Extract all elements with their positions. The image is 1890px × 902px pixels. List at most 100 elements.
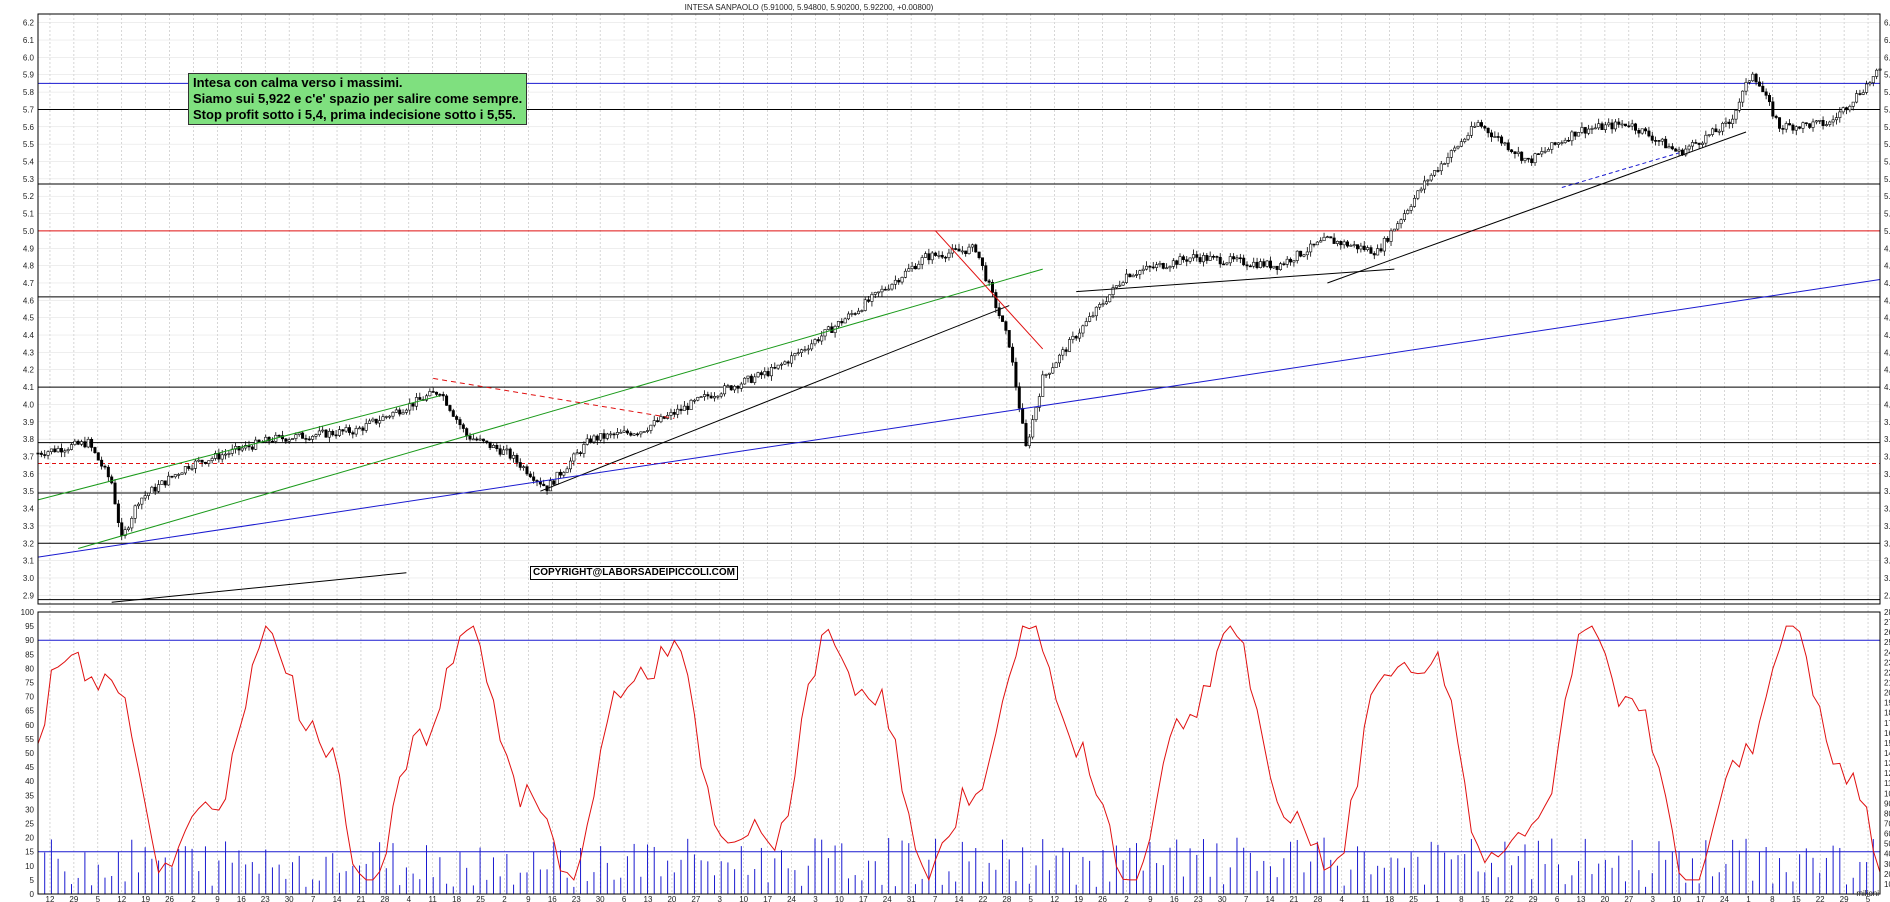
candle-body — [796, 352, 800, 354]
candle-body — [575, 452, 579, 455]
candle-body — [1011, 346, 1015, 363]
osc-y-tick-right: 19000 — [1884, 699, 1890, 708]
x-day-tick-label: 2 — [502, 895, 507, 902]
x-day-tick-label: 22 — [1816, 895, 1825, 902]
candle-body — [548, 480, 552, 492]
candle-body — [1734, 109, 1738, 120]
candle-body — [646, 430, 650, 432]
osc-y-tick-left: 10 — [25, 862, 34, 871]
candle-body — [270, 440, 274, 443]
candle-body — [1342, 241, 1346, 246]
x-day-tick-label: 9 — [526, 895, 531, 902]
candle-body — [368, 420, 372, 424]
candle-body — [324, 429, 328, 438]
candle-body — [488, 441, 492, 448]
price-y-tick-left: 4.9 — [23, 244, 35, 253]
candle-body — [1851, 101, 1855, 107]
candle-body — [1416, 190, 1420, 199]
candle-body — [1379, 248, 1383, 252]
candle-body — [1218, 256, 1222, 265]
candle-body — [1543, 150, 1547, 153]
candle-body — [927, 253, 931, 261]
candle-body — [1751, 73, 1755, 82]
candle-body — [1282, 263, 1286, 266]
candle-body — [53, 448, 57, 453]
osc-y-tick-left: 65 — [25, 707, 34, 716]
x-day-tick-label: 24 — [1720, 895, 1729, 902]
osc-y-tick-left: 75 — [25, 679, 34, 688]
price-y-tick-right: 6.0 — [1884, 53, 1890, 62]
candle-body — [1828, 121, 1832, 125]
candle-body — [625, 430, 629, 434]
candle-body — [59, 448, 63, 453]
price-y-tick-left: 4.8 — [23, 262, 35, 271]
candle-body — [1396, 223, 1400, 230]
price-y-tick-right: 4.6 — [1884, 296, 1890, 305]
candle-body — [716, 395, 720, 398]
candle-body — [1386, 237, 1390, 242]
candle-body — [1841, 107, 1845, 113]
candle-body — [451, 410, 455, 417]
candle-body — [1845, 107, 1849, 111]
candle-body — [207, 460, 211, 464]
x-day-tick-label: 23 — [572, 895, 581, 902]
candle-body — [1580, 127, 1584, 133]
candle-body — [629, 432, 633, 436]
osc-y-tick-left: 15 — [25, 848, 34, 857]
candle-body — [1818, 120, 1822, 122]
candle-body — [897, 279, 901, 283]
candle-body — [880, 288, 884, 293]
candle-body — [1804, 122, 1808, 125]
candle-body — [890, 283, 894, 290]
candle-body — [1084, 321, 1088, 327]
oscillator-line — [37, 625, 1881, 882]
price-y-tick-right: 3.1 — [1884, 557, 1890, 566]
osc-y-tick-right: 25000 — [1884, 638, 1890, 647]
candle-body — [1761, 85, 1765, 93]
candle-body — [964, 250, 968, 254]
candle-body — [632, 433, 636, 436]
candle-body — [1195, 254, 1199, 258]
candle-body — [1258, 261, 1262, 268]
copyright-label: COPYRIGHT@LABORSADEIPICCOLI.COM — [530, 566, 738, 580]
price-y-tick-right: 5.6 — [1884, 123, 1890, 132]
candle-body — [803, 349, 807, 351]
candle-body — [1345, 241, 1349, 247]
candle-body — [773, 367, 777, 369]
candle-body — [622, 430, 626, 433]
candle-body — [1024, 423, 1028, 447]
candle-body — [1399, 219, 1403, 224]
osc-y-tick-right: 22000 — [1884, 668, 1890, 677]
candle-body — [1506, 142, 1510, 151]
candle-body — [592, 435, 596, 443]
candle-body — [1536, 153, 1540, 155]
candle-body — [984, 265, 988, 282]
candle-body — [418, 397, 422, 400]
candle-body — [1051, 367, 1055, 374]
x-day-tick-label: 10 — [739, 895, 748, 902]
x-day-tick-label: 4 — [1340, 895, 1345, 902]
candle-body — [1590, 128, 1594, 130]
candle-body — [518, 462, 522, 468]
price-y-tick-right: 5.0 — [1884, 227, 1890, 236]
candle-body — [1516, 151, 1520, 154]
candle-body — [689, 399, 693, 410]
candle-body — [1292, 260, 1296, 263]
x-day-tick-label: 21 — [1289, 895, 1298, 902]
candle-body — [331, 431, 335, 436]
candle-body — [1138, 270, 1142, 275]
candle-body — [907, 268, 911, 272]
candle-body — [133, 505, 137, 519]
candle-body — [1700, 142, 1704, 145]
candle-body — [1861, 92, 1865, 95]
candle-body — [910, 265, 914, 270]
candle-body — [582, 444, 586, 454]
candle-body — [217, 453, 221, 460]
x-day-tick-label: 20 — [667, 895, 676, 902]
x-day-tick-label: 16 — [237, 895, 246, 902]
osc-y-tick-right: 21000 — [1884, 679, 1890, 688]
candle-body — [1875, 69, 1879, 77]
candle-body — [1366, 247, 1370, 251]
candle-body — [1600, 123, 1604, 130]
candle-body — [190, 468, 194, 470]
